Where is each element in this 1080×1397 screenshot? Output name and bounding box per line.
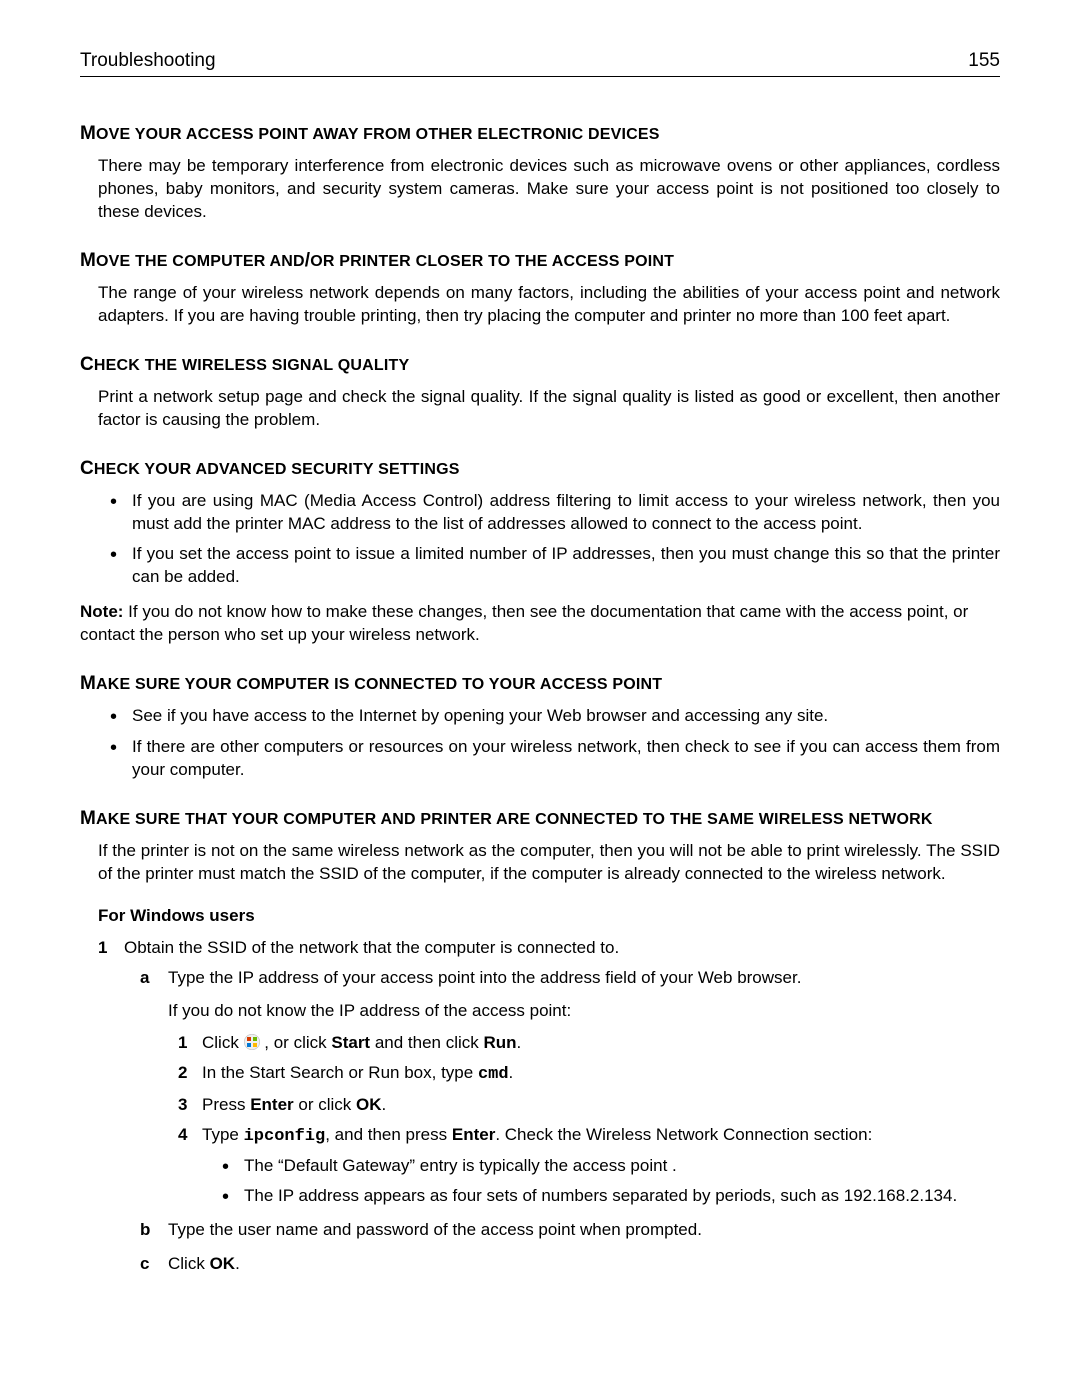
list-item: The IP address appears as four sets of n… bbox=[222, 1184, 1000, 1208]
list-item: If you are using MAC (Media Access Contr… bbox=[110, 490, 1000, 536]
body-text: The range of your wireless network depen… bbox=[98, 282, 1000, 328]
page-header: Troubleshooting 155 bbox=[80, 50, 1000, 77]
section-head-security-settings: CHECK YOUR ADVANCED SECURITY SETTINGS bbox=[80, 458, 1000, 480]
sub-head-windows-users: For Windows users bbox=[98, 906, 1000, 926]
list-item: If there are other computers or resource… bbox=[110, 736, 1000, 782]
section-head-signal-quality: CHECK THE WIRELESS SIGNAL QUALITY bbox=[80, 354, 1000, 376]
header-title: Troubleshooting bbox=[80, 50, 216, 72]
substep-3: Press Enter or click OK. bbox=[178, 1093, 1000, 1117]
note-text: Note: If you do not know how to make the… bbox=[80, 601, 1000, 647]
section-head-same-network: MAKE SURE THAT YOUR COMPUTER AND PRINTER… bbox=[80, 808, 1000, 830]
list-item: See if you have access to the Internet b… bbox=[110, 705, 1000, 728]
step-1: Obtain the SSID of the network that the … bbox=[98, 936, 1000, 1276]
section-head-move-access-point: MOVE YOUR ACCESS POINT AWAY FROM OTHER E… bbox=[80, 123, 1000, 145]
substep-4: Type ipconfig, and then press Enter. Che… bbox=[178, 1123, 1000, 1208]
list-item: The “Default Gateway” entry is typically… bbox=[222, 1154, 1000, 1178]
body-text: There may be temporary interference from… bbox=[98, 155, 1000, 224]
body-text: If the printer is not on the same wirele… bbox=[98, 840, 1000, 886]
substep-text: Type ipconfig, and then press Enter. Che… bbox=[202, 1125, 872, 1144]
step-text: Type the IP address of your access point… bbox=[168, 968, 801, 987]
step-subtext: If you do not know the IP address of the… bbox=[168, 999, 1000, 1023]
windows-start-icon bbox=[244, 1034, 260, 1050]
section-head-connected-access-point: MAKE SURE YOUR COMPUTER IS CONNECTED TO … bbox=[80, 673, 1000, 695]
step-1a: Type the IP address of your access point… bbox=[140, 966, 1000, 1208]
substep-2: In the Start Search or Run box, type cmd… bbox=[178, 1061, 1000, 1087]
page-number: 155 bbox=[968, 50, 1000, 72]
step-text: Obtain the SSID of the network that the … bbox=[124, 938, 619, 957]
list-item: If you set the access point to issue a l… bbox=[110, 543, 1000, 589]
step-1b: Type the user name and password of the a… bbox=[140, 1218, 1000, 1242]
body-text: Print a network setup page and check the… bbox=[98, 386, 1000, 432]
substep-1: Click , or click Start and then click Ru… bbox=[178, 1031, 1000, 1055]
step-1c: Click OK. bbox=[140, 1252, 1000, 1276]
section-head-move-computer: MOVE THE COMPUTER AND/OR PRINTER CLOSER … bbox=[80, 250, 1000, 272]
